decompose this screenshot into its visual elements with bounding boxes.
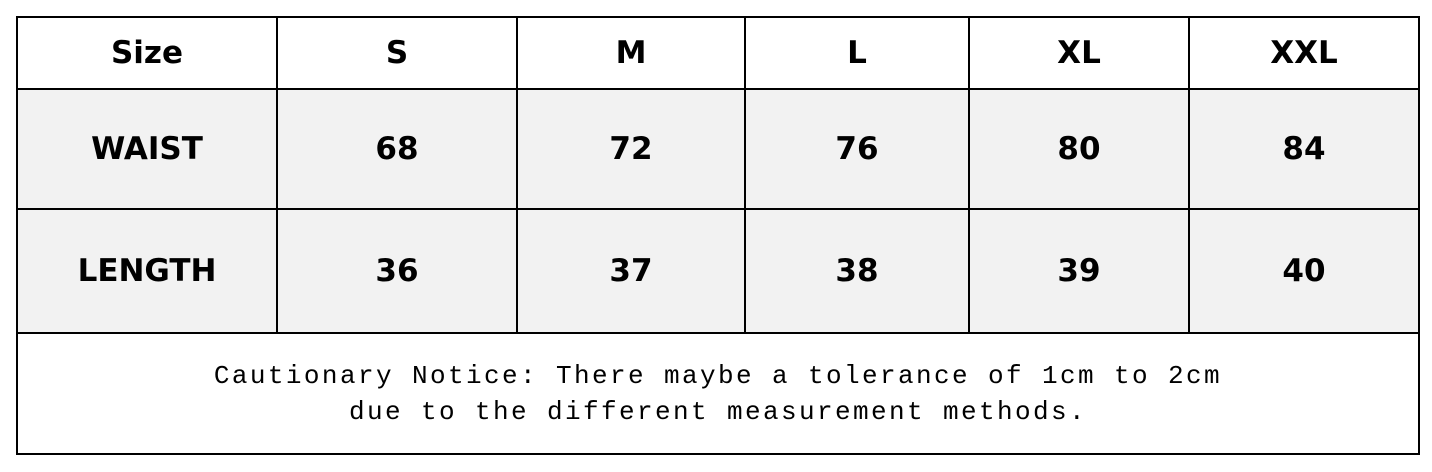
cell: 38	[744, 208, 970, 334]
cell: 84	[1188, 88, 1420, 210]
header-cell: M	[516, 16, 746, 90]
cell: 36	[276, 208, 518, 334]
cell: 40	[1188, 208, 1420, 334]
notice-row: Cautionary Notice: There maybe a toleran…	[16, 332, 1420, 455]
cell: 39	[968, 208, 1190, 334]
header-cell: L	[744, 16, 970, 90]
size-chart: Size S M L XL XXL WAIST 68 72 76 80 84 L…	[16, 16, 1420, 455]
header-cell: Size	[16, 16, 278, 90]
cell: 76	[744, 88, 970, 210]
header-cell: S	[276, 16, 518, 90]
header-cell: XXL	[1188, 16, 1420, 90]
data-row: WAIST 68 72 76 80 84	[16, 88, 1420, 210]
cell: 72	[516, 88, 746, 210]
header-cell: XL	[968, 16, 1190, 90]
notice-line: due to the different measurement methods…	[348, 396, 1088, 427]
cell: 80	[968, 88, 1190, 210]
size-table: Size S M L XL XXL WAIST 68 72 76 80 84 L…	[16, 16, 1420, 455]
header-row: Size S M L XL XXL	[16, 16, 1420, 90]
cell: 37	[516, 208, 746, 334]
notice: Cautionary Notice: There maybe a toleran…	[16, 332, 1420, 455]
row-label: LENGTH	[16, 208, 278, 334]
notice-line: Cautionary Notice: There maybe a toleran…	[213, 360, 1223, 391]
data-row: LENGTH 36 37 38 39 40	[16, 208, 1420, 334]
row-label: WAIST	[16, 88, 278, 210]
cell: 68	[276, 88, 518, 210]
